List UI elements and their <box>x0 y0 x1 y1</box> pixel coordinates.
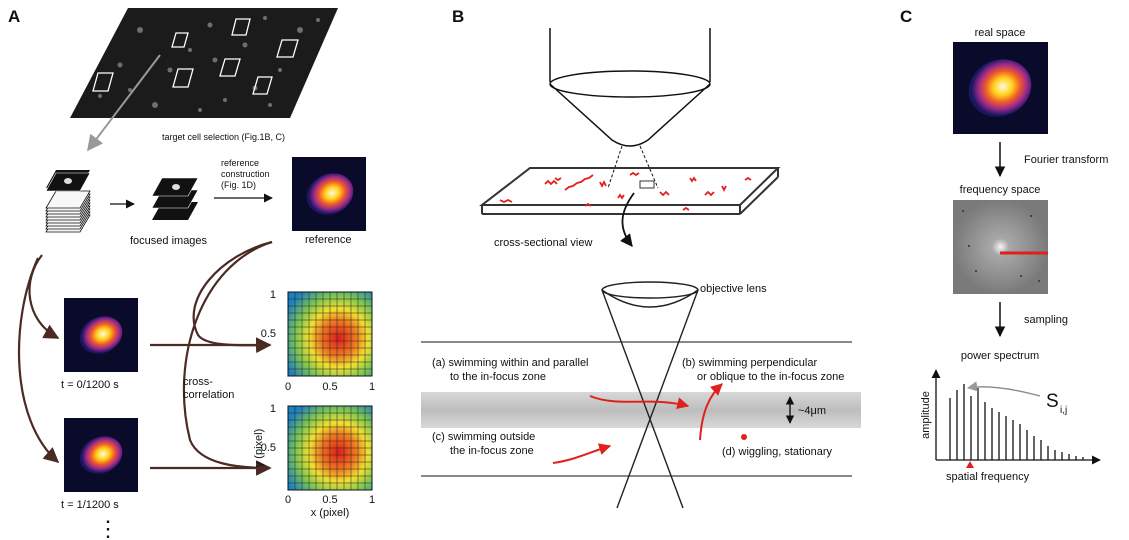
ellipsis-label: ⋮ <box>97 516 119 540</box>
reference-label: reference <box>305 234 351 246</box>
frequency-space-image <box>953 200 1048 294</box>
frame-image-t1 <box>64 418 138 492</box>
zoom-arrow <box>620 192 635 247</box>
case-a-line1: (a) swimming within and parallel <box>432 357 589 369</box>
reference-construction-line2: construction <box>221 169 270 179</box>
reference-construction-line3: (Fig. 1D) <box>221 180 256 190</box>
tick-y-bottom-1: 1 <box>270 403 276 415</box>
case-c-line1: (c) swimming outside <box>432 431 535 443</box>
panel-label-c: C <box>900 7 912 26</box>
frame-image-t0 <box>64 298 138 372</box>
cross-correlation-line2: correlation <box>183 389 234 401</box>
tick-y-bottom-05: 0.5 <box>261 442 276 454</box>
spatial-frequency-label: spatial frequency <box>946 471 1030 483</box>
panel-label-b: B <box>452 7 464 26</box>
case-b-line2: or oblique to the in-focus zone <box>697 371 844 383</box>
in-focus-zone <box>421 392 861 428</box>
correlation-map-bottom <box>287 405 373 491</box>
reference-construction-line1: reference <box>221 158 259 168</box>
real-space-label: real space <box>975 27 1026 39</box>
flow-arrows <box>17 240 273 476</box>
cross-sectional-view-label: cross-sectional view <box>494 237 592 249</box>
amplitude-label: amplitude <box>920 391 932 439</box>
focused-images-label: focused images <box>130 235 208 247</box>
frequency-space-label: frequency space <box>960 184 1041 196</box>
tick-x-bottom-0: 0 <box>285 494 291 506</box>
y-axis-label: y (pixel) <box>253 429 265 468</box>
tick-y-top-05: 0.5 <box>261 328 276 340</box>
tick-x-top-05: 0.5 <box>322 381 337 393</box>
microscope-field-image <box>70 8 338 152</box>
cross-section-diagram <box>421 281 861 509</box>
reference-image <box>292 157 366 231</box>
case-c-line2: the in-focus zone <box>450 445 534 457</box>
panel-label-a: A <box>8 7 20 26</box>
target-selection-label: target cell selection (Fig.1B, C) <box>162 132 285 142</box>
tick-x-top-1: 1 <box>369 381 375 393</box>
tick-x-bottom-1: 1 <box>369 494 375 506</box>
fourier-transform-label: Fourier transform <box>1024 154 1108 166</box>
power-spectrum-plot <box>931 369 1101 468</box>
sample-chamber <box>479 167 781 215</box>
cross-correlation-line1: cross- <box>183 376 213 388</box>
selection-arrow <box>87 54 161 152</box>
image-stack <box>45 170 91 233</box>
case-a-line2: to the in-focus zone <box>450 371 546 383</box>
case-d-label: (d) wiggling, stationary <box>722 446 833 458</box>
real-space-image <box>953 42 1048 134</box>
correlation-map-top <box>287 291 373 377</box>
tick-x-bottom-05: 0.5 <box>322 494 337 506</box>
t1-label: t = 1/1200 s <box>61 499 119 511</box>
x-axis-label: x (pixel) <box>311 507 350 519</box>
t0-label: t = 0/1200 s <box>61 379 119 391</box>
case-b-line1: (b) swimming perpendicular <box>682 357 817 369</box>
tick-y-top-1: 1 <box>270 289 276 301</box>
s-ij-label: S <box>1046 391 1059 412</box>
swimming-cells <box>499 171 752 211</box>
tick-x-top-0: 0 <box>285 381 291 393</box>
zone-thickness-label: ~4μm <box>798 405 826 417</box>
sampling-label: sampling <box>1024 314 1068 326</box>
objective-lens-top <box>549 28 711 189</box>
power-spectrum-label: power spectrum <box>961 350 1039 362</box>
s-ij-subscript: i,j <box>1060 405 1067 416</box>
objective-lens-label: objective lens <box>700 283 767 295</box>
focused-images-stack <box>151 177 199 220</box>
